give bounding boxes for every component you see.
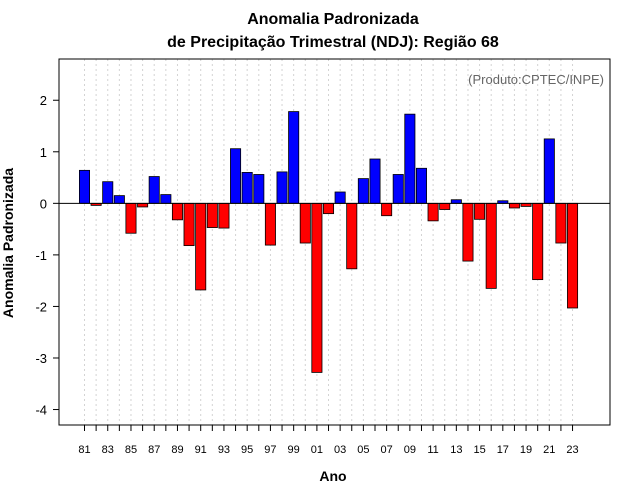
y-tick-label: -3 (35, 351, 47, 366)
y-tick-label: -4 (35, 403, 47, 418)
x-tick-label: 23 (566, 444, 578, 456)
chart-subtitle: de Precipitação Trimestral (NDJ): Região… (167, 34, 499, 51)
bar-13 (450, 199, 462, 204)
y-axis-label: Anomalia Padronizada (0, 168, 16, 318)
bar-01 (311, 202, 323, 373)
bar-09 (404, 113, 416, 204)
x-tick-label: 19 (520, 444, 532, 456)
bar-97 (264, 202, 276, 246)
grid-lines (84, 59, 574, 425)
x-axis-label: Ano (319, 468, 346, 484)
y-tick-label: -1 (35, 248, 47, 263)
bar-88 (160, 194, 172, 204)
bar-89 (171, 202, 183, 221)
bar-16 (485, 202, 497, 289)
bar-84 (113, 195, 125, 204)
bar-21 (543, 138, 555, 204)
bar-15 (474, 202, 486, 220)
bar-22 (555, 202, 567, 244)
x-tick-label: 09 (404, 444, 416, 456)
bar-94 (230, 148, 242, 204)
bar-85 (125, 202, 137, 234)
x-tick-label: 85 (125, 444, 137, 456)
x-tick-label: 81 (78, 444, 90, 456)
bar-02 (323, 202, 335, 215)
x-tick-label: 89 (171, 444, 183, 456)
x-tick-label: 13 (450, 444, 462, 456)
bar-87 (148, 176, 160, 204)
bar-20 (532, 202, 544, 281)
bar-95 (241, 172, 253, 204)
chart-title: Anomalia Padronizada (247, 11, 419, 28)
x-tick-label: 05 (357, 444, 369, 456)
y-tick-label: 0 (40, 196, 47, 211)
bar-03 (334, 191, 346, 204)
bar-90 (183, 202, 195, 247)
bar-08 (392, 174, 404, 204)
bar-12 (439, 202, 451, 210)
bar-05 (357, 178, 369, 204)
x-tick-label: 21 (543, 444, 555, 456)
x-tick-label: 87 (148, 444, 160, 456)
bar-11 (427, 202, 439, 222)
bar-06 (369, 158, 381, 204)
x-tick-label: 01 (311, 444, 323, 456)
bar-00 (299, 202, 311, 244)
x-tick-label: 93 (218, 444, 230, 456)
y-tick-label: -2 (35, 299, 47, 314)
x-tick-label: 95 (241, 444, 253, 456)
bar-91 (195, 202, 207, 291)
bar-93 (218, 202, 230, 229)
bar-18 (508, 202, 520, 209)
product-annotation: (Produto:CPTEC/INPE) (468, 72, 604, 87)
bar-07 (381, 202, 393, 217)
bar-99 (288, 111, 300, 204)
x-tick-label: 99 (288, 444, 300, 456)
bar-81 (79, 169, 91, 204)
x-tick-label: 97 (264, 444, 276, 456)
x-tick-label: 91 (195, 444, 207, 456)
bar-14 (462, 202, 474, 262)
x-tick-label: 83 (102, 444, 114, 456)
plot-area-border (58, 58, 611, 426)
x-tick-label: 11 (427, 444, 438, 456)
x-axis: 81 83 85 87 89 91 93 95 97 99 01 03 05 07 09 11 13 15 17 19… (78, 425, 579, 456)
bar-86 (137, 202, 149, 208)
bar-10 (415, 167, 427, 204)
x-tick-label: 03 (334, 444, 346, 456)
y-tick-label: 1 (40, 145, 47, 160)
y-axis: -4 -3 -2 -1 0 1 2 (35, 93, 59, 418)
x-tick-label: 17 (497, 444, 509, 456)
bar-96 (253, 174, 265, 204)
x-tick-label: 15 (473, 444, 485, 456)
bar-92 (206, 202, 218, 228)
bar-83 (102, 181, 114, 204)
x-tick-label: 07 (380, 444, 392, 456)
y-tick-label: 2 (40, 93, 47, 108)
bar-98 (276, 171, 288, 204)
bar-04 (346, 202, 358, 270)
bar-23 (567, 202, 579, 309)
